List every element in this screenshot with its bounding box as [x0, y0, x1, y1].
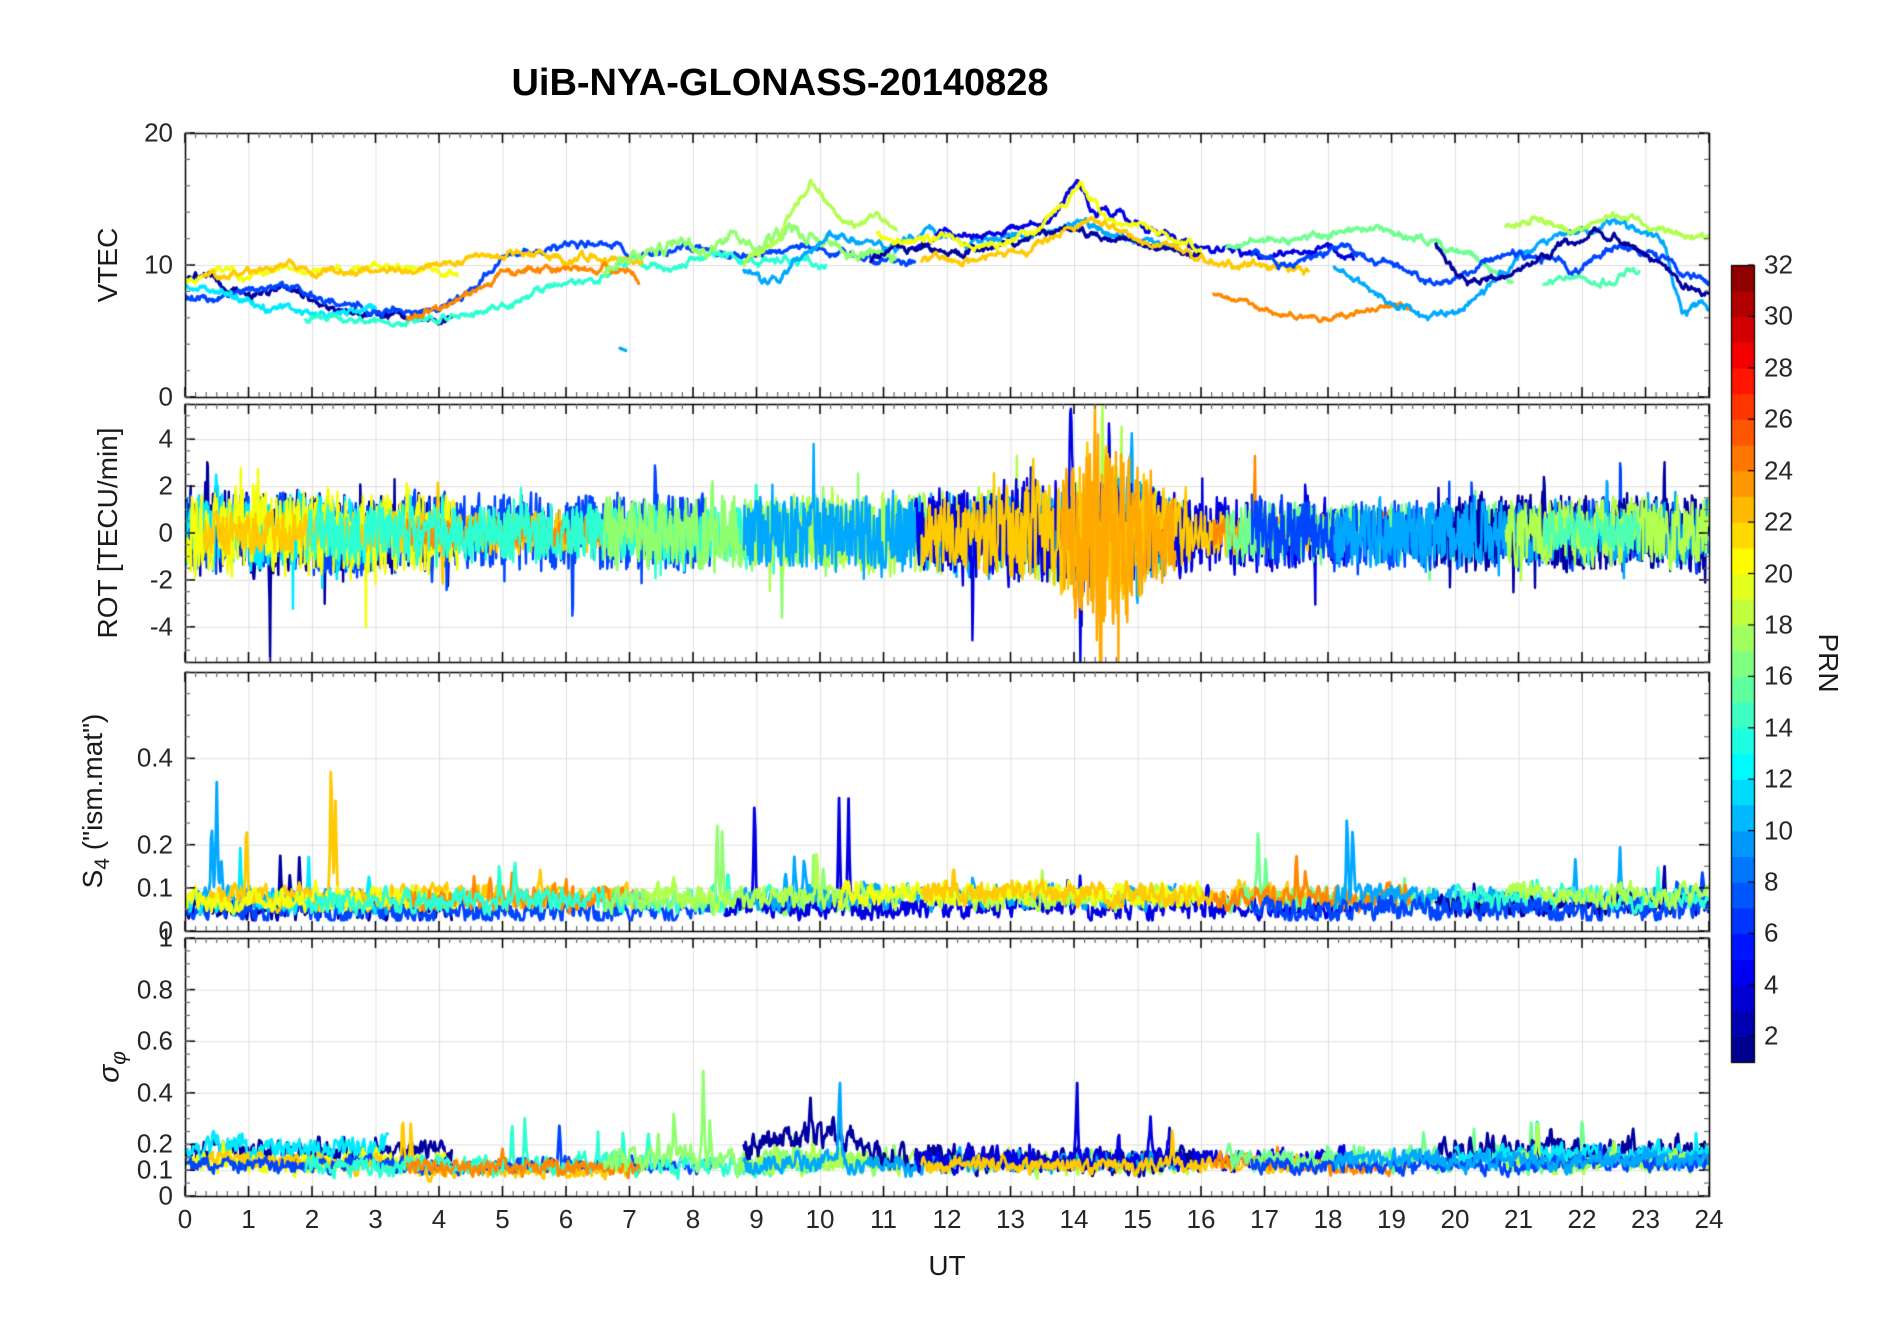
y-tick-label: 0 [158, 1180, 173, 1211]
x-tick-label: 9 [749, 1204, 764, 1234]
colorbar-tick-label: 8 [1764, 866, 1779, 897]
x-tick-label: 20 [1440, 1204, 1470, 1234]
colorbar-tick-label: 24 [1764, 455, 1793, 486]
ylabel-s4-main: S [77, 869, 108, 889]
y-tick-label: 0.2 [136, 1128, 173, 1159]
ylabel-s4: S4 ("ism.mat") [77, 714, 115, 889]
colorbar-tick-label: 6 [1764, 917, 1779, 948]
x-tick-label: 22 [1567, 1204, 1597, 1234]
x-tick-label: 2 [304, 1204, 320, 1234]
y-tick-label: -4 [149, 611, 173, 642]
colorbar-tick-label: 26 [1764, 403, 1793, 434]
y-tick-label: 0.1 [136, 1154, 173, 1185]
x-tick-label: 18 [1313, 1204, 1343, 1234]
colorbar-tick-label: 30 [1764, 300, 1793, 331]
ylabel-sigma-sub: φ [107, 1051, 131, 1065]
colorbar-tick-label: 10 [1764, 815, 1793, 846]
x-tick-label: 13 [996, 1204, 1025, 1234]
y-tick-label: 2 [158, 470, 173, 501]
x-tick-label: 10 [805, 1204, 835, 1234]
y-tick-label: -2 [149, 564, 173, 595]
ylabel-vtec: VTEC [92, 228, 124, 303]
y-tick-label: 0 [158, 517, 173, 548]
x-tick-label: 14 [1059, 1204, 1089, 1234]
colorbar-tick-label: 12 [1764, 763, 1793, 794]
y-tick-label: 0 [158, 381, 173, 412]
colorbar-tick-label: 2 [1764, 1020, 1779, 1051]
ylabel-s4-sub: 4 [91, 857, 114, 870]
y-tick-label: 20 [144, 117, 173, 148]
colorbar-tick-label: 16 [1764, 660, 1793, 691]
ylabel-rot: ROT [TECU/min] [92, 427, 124, 638]
x-tick-label: 8 [685, 1204, 701, 1234]
x-tick-label: 6 [558, 1204, 574, 1234]
ylabel-rot-text: ROT [TECU/min] [92, 427, 123, 639]
colorbar-tick-label: 32 [1764, 249, 1793, 280]
ylabel-sigma-main: σ [92, 1064, 126, 1083]
y-tick-label: 0.6 [136, 1025, 173, 1056]
y-tick-label: 1 [158, 922, 173, 953]
x-tick-label: 24 [1694, 1204, 1724, 1234]
colorbar-tick-label: 28 [1764, 352, 1793, 383]
x-tick-label: 21 [1504, 1204, 1533, 1234]
y-tick-label: 0.4 [136, 1077, 173, 1108]
colorbar-label: PRN [1813, 633, 1844, 693]
y-tick-label: 4 [158, 423, 173, 454]
x-tick-label: 11 [870, 1204, 897, 1234]
y-tick-label: 0.1 [136, 872, 173, 903]
colorbar-tick-label: 18 [1764, 609, 1793, 640]
colorbar-tick-label: 22 [1764, 506, 1793, 537]
x-tick-label: 17 [1250, 1204, 1279, 1234]
y-tick-label: 0.8 [136, 974, 173, 1005]
colorbar-tick-label: 4 [1764, 969, 1779, 1000]
y-tick-label: 0.4 [136, 742, 173, 773]
ylabel-sigma-phi: σφ [93, 1051, 132, 1083]
x-tick-label: 15 [1123, 1204, 1152, 1234]
ylabel-vtec-text: VTEC [92, 227, 123, 303]
y-tick-label: 10 [144, 249, 173, 280]
x-tick-label: 0 [177, 1204, 193, 1234]
x-tick-label: 23 [1631, 1204, 1660, 1234]
x-tick-label: 4 [431, 1204, 447, 1234]
ylabel-s4-rest: ("ism.mat") [77, 713, 108, 858]
x-tick-label: 7 [622, 1204, 637, 1234]
x-tick-label: 19 [1377, 1204, 1406, 1234]
colorbar-tick-label: 20 [1764, 558, 1793, 589]
y-tick-label: 0.2 [136, 829, 173, 860]
colorbar-tick-label: 14 [1764, 712, 1793, 743]
chart-title: UiB-NYA-GLONASS-20140828 [511, 62, 1049, 104]
x-tick-label: 1 [241, 1204, 256, 1234]
x-tick-label: 3 [368, 1204, 383, 1234]
x-tick-label: 5 [495, 1204, 510, 1234]
y-tick-label: 0 [158, 915, 173, 946]
xlabel: UT [928, 1250, 966, 1281]
x-tick-label: 12 [932, 1204, 962, 1234]
x-tick-label: 16 [1186, 1204, 1216, 1234]
